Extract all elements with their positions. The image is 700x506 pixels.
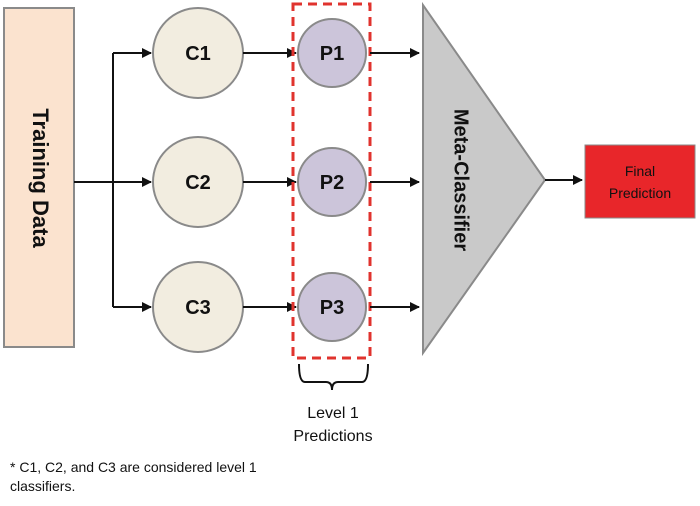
- classifier-c2: C2: [152, 136, 244, 228]
- classifier-c2-label: C2: [185, 172, 211, 194]
- training-connectors: [74, 48, 152, 312]
- final-prediction-line2: Prediction: [609, 185, 671, 201]
- classifier-c1-label: C1: [185, 43, 211, 65]
- final-prediction-box: Final Prediction: [584, 144, 696, 219]
- training-data-label: Training Data: [28, 108, 53, 248]
- prediction-p3: P3: [297, 272, 367, 342]
- classifier-c3-label: C3: [185, 297, 211, 319]
- prediction-p2: P2: [297, 147, 367, 217]
- training-data-box: Training Data: [3, 7, 75, 348]
- meta-classifier: Meta-Classifier: [422, 1, 547, 357]
- prediction-p2-label: P2: [320, 172, 344, 194]
- classifier-c3: C3: [152, 261, 244, 353]
- prediction-p3-label: P3: [320, 297, 344, 319]
- level1-bracket: [298, 363, 369, 391]
- prediction-to-meta-arrows: [370, 48, 420, 312]
- meta-classifier-label: Meta-Classifier: [450, 109, 472, 251]
- level1-dashed-box: [291, 2, 372, 360]
- prediction-p1: P1: [297, 18, 367, 88]
- footnote: * C1, C2, and C3 are considered level 1 …: [10, 459, 257, 494]
- level1-label-line1: Level 1: [307, 405, 359, 422]
- final-prediction-line1: Final: [625, 163, 655, 179]
- prediction-p1-label: P1: [320, 43, 344, 65]
- level1-label-line2: Predictions: [293, 428, 372, 445]
- classifier-to-prediction-arrows: [243, 48, 297, 312]
- classifier-c1: C1: [152, 7, 244, 99]
